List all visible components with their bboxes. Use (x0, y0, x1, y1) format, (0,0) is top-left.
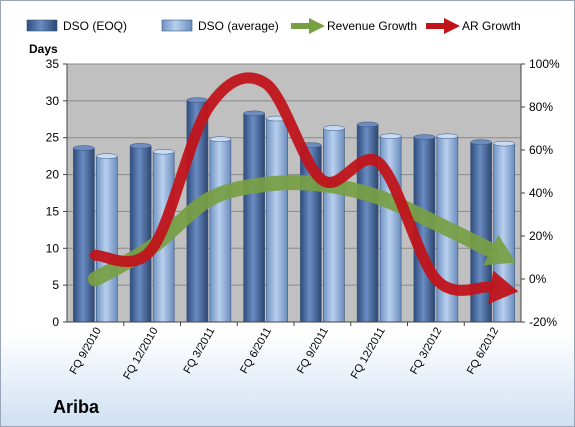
bar-dso-average (323, 127, 345, 323)
x-tick-label: FQ 6/2011 (238, 326, 274, 376)
company-name: Ariba (53, 397, 100, 417)
bar-top (73, 145, 95, 151)
x-tick-label: FQ 12/2010 (121, 326, 160, 382)
right-tick-label: 20% (529, 229, 553, 243)
bar-top (152, 148, 175, 155)
left-tick-label: 25 (46, 131, 60, 145)
bar-top (96, 153, 118, 159)
right-tick-label: 60% (529, 143, 553, 157)
left-axis-title: Days (29, 42, 58, 56)
bar-top (379, 133, 402, 139)
x-tick-label: FQ 3/2012 (408, 326, 444, 377)
right-tick-label: 80% (529, 100, 553, 114)
left-tick-label: 35 (46, 57, 60, 71)
bar-top (493, 140, 515, 147)
x-tick-label: FQ 9/2010 (68, 326, 104, 377)
x-tick-label: FQ 6/2012 (465, 326, 501, 377)
legend-swatch-dso-average (161, 19, 193, 32)
bar-dso-average (266, 118, 288, 323)
arrowhead-ar-growth (488, 270, 519, 305)
left-tick-label: 0 (52, 315, 59, 329)
bar-top (129, 143, 152, 149)
bar-dso-eoq (129, 145, 152, 323)
left-tick-label: 5 (52, 278, 59, 292)
bar-top (413, 134, 436, 140)
x-tick-label: FQ 12/2011 (349, 326, 388, 382)
bar-dso-average (96, 155, 118, 323)
legend-swatch-arrow (444, 18, 460, 34)
growth-lines (87, 72, 519, 305)
x-tick-label: FQ 9/2011 (295, 326, 331, 376)
left-tick-label: 10 (46, 241, 60, 255)
right-tick-label: -20% (529, 315, 557, 329)
right-tick-label: 40% (529, 186, 553, 200)
legend-label: DSO (average) (198, 19, 279, 33)
arrowhead-revenue-growth (483, 234, 516, 266)
legend: DSO (EOQ) DSO (average) Revenue Growth AR G… (26, 18, 521, 34)
left-tick-label: 20 (46, 168, 60, 182)
legend-label: AR Growth (462, 19, 521, 33)
legend-label: Revenue Growth (327, 19, 417, 33)
bar-dso-average (209, 138, 232, 323)
bar-top (323, 125, 345, 131)
bar-top (186, 97, 209, 103)
bar-dso-eoq (243, 113, 265, 323)
right-tick-label: 100% (529, 57, 560, 71)
bar-dso-eoq (73, 147, 95, 323)
legend-label: DSO (EOQ) (63, 19, 127, 33)
legend-swatch-arrow (309, 18, 325, 34)
bar-top (356, 121, 379, 128)
bar-top (436, 133, 459, 139)
bar-top (243, 110, 265, 117)
bar-top (209, 136, 232, 142)
left-tick-label: 30 (46, 94, 60, 108)
bar-dso-eoq (470, 141, 492, 323)
x-tick-label: FQ 3/2011 (181, 326, 217, 376)
bar-top (470, 139, 492, 145)
legend-swatch-dso-eoq (26, 19, 58, 32)
left-tick-label: 15 (46, 204, 60, 218)
line-ar-growth (89, 72, 495, 296)
right-tick-label: 0% (529, 272, 547, 286)
